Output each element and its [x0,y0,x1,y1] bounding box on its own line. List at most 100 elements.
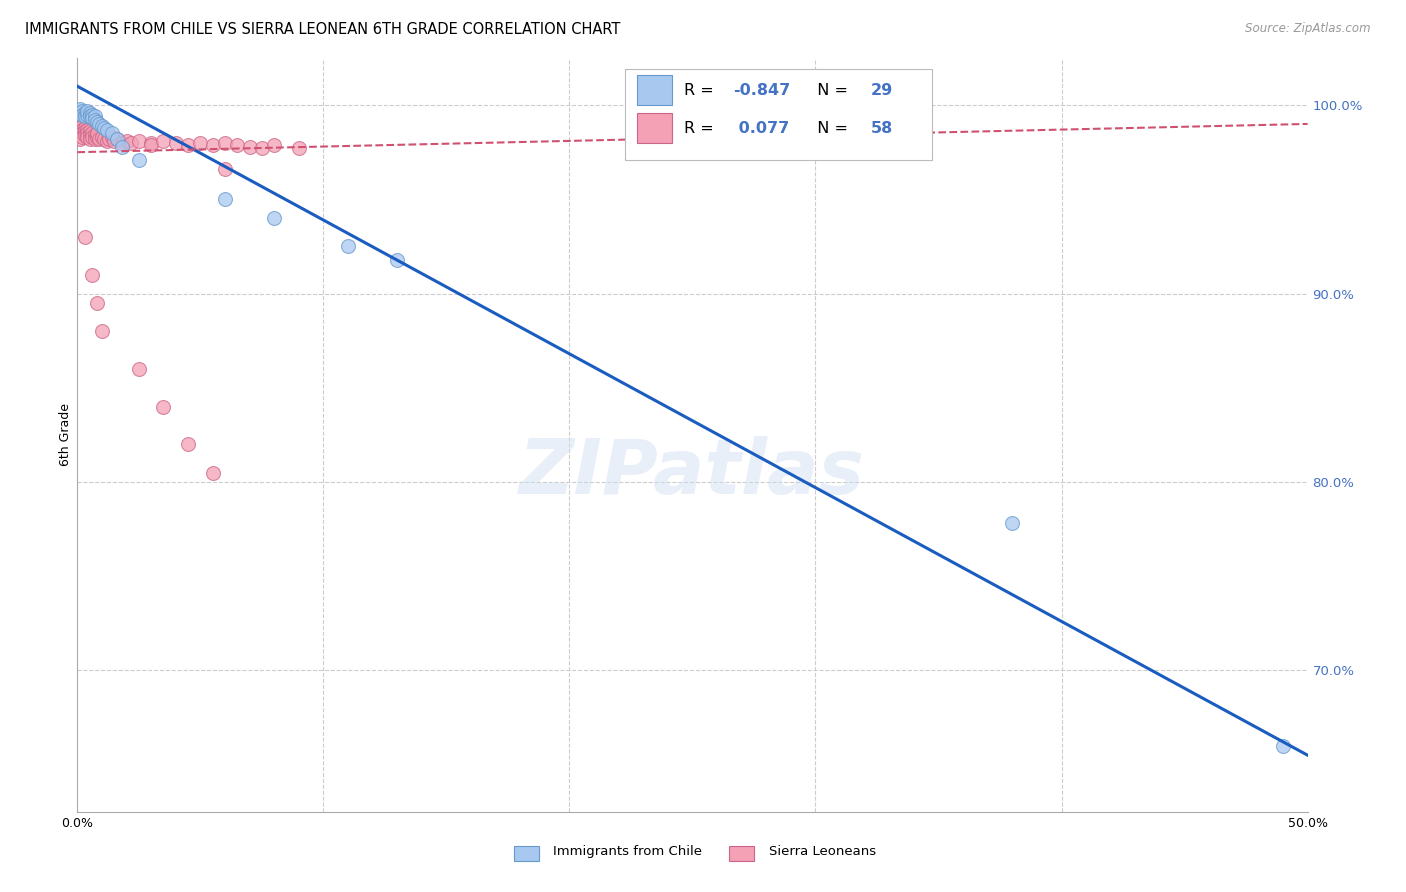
Point [152,134,174,148]
Point [263,137,285,152]
Point [82,112,104,126]
Point [82,130,104,145]
Point [86,296,108,310]
Point [105,132,128,146]
Point [1272,739,1295,753]
Point [90,324,114,338]
Text: IMMIGRANTS FROM CHILE VS SIERRA LEONEAN 6TH GRADE CORRELATION CHART: IMMIGRANTS FROM CHILE VS SIERRA LEONEAN … [25,22,620,37]
Point [201,137,224,152]
Point [263,211,285,226]
Point [70,119,93,133]
Point [141,137,163,152]
Point [226,137,249,152]
Point [70,130,93,145]
Point [69,117,91,131]
Text: 0.077: 0.077 [733,120,789,136]
Point [79,109,101,123]
Point [1001,516,1024,531]
Point [128,134,150,148]
Point [89,132,111,146]
Point [69,105,91,120]
Point [96,122,118,136]
FancyBboxPatch shape [515,847,538,861]
Point [73,105,96,120]
Point [76,130,98,145]
Point [190,136,212,150]
Point [214,162,236,177]
Point [73,230,96,244]
Point [69,102,91,116]
FancyBboxPatch shape [637,113,672,143]
Point [387,252,409,267]
Point [337,239,360,253]
Point [105,132,128,146]
Point [69,120,91,135]
Point [89,117,111,131]
Point [96,134,118,148]
Point [69,124,91,138]
Text: -0.847: -0.847 [733,83,790,98]
Point [79,124,101,138]
Point [86,126,108,140]
Point [83,113,105,128]
Point [121,136,143,150]
Point [86,130,108,145]
Point [83,109,105,123]
Point [76,126,98,140]
Point [82,126,104,140]
Point [73,128,96,143]
Point [101,126,124,140]
Text: R =: R = [683,120,718,136]
Point [165,136,187,150]
Text: Immigrants from Chile: Immigrants from Chile [554,845,703,858]
Text: 58: 58 [870,120,893,136]
Point [214,136,236,150]
Point [288,141,311,155]
Point [70,107,93,121]
Point [93,132,115,146]
Text: Source: ZipAtlas.com: Source: ZipAtlas.com [1246,22,1371,36]
Point [69,132,91,146]
Point [82,107,104,121]
Point [79,105,101,120]
Point [79,128,101,143]
Point [115,134,138,148]
FancyBboxPatch shape [637,75,672,105]
Point [177,137,200,152]
Point [70,103,93,118]
Point [76,103,98,118]
Point [90,119,114,133]
Point [128,362,150,376]
Point [76,107,98,121]
Point [73,109,96,123]
Point [214,192,236,206]
Point [111,139,132,153]
Point [83,132,105,146]
Point [239,139,262,153]
FancyBboxPatch shape [624,70,932,160]
Point [73,124,96,138]
Point [111,136,132,150]
Point [177,437,200,451]
Point [90,130,114,145]
Text: 29: 29 [870,83,893,98]
Point [70,122,93,136]
Point [250,141,273,155]
Point [73,120,96,135]
Point [128,153,150,167]
Point [98,132,121,146]
Point [82,268,104,282]
Text: R =: R = [683,83,718,98]
Point [103,134,125,148]
Point [201,466,224,480]
Point [69,128,91,143]
Point [86,115,108,129]
Text: N =: N = [807,83,853,98]
Text: N =: N = [807,120,853,136]
Y-axis label: 6th Grade: 6th Grade [59,403,72,467]
Point [152,400,174,414]
Point [93,120,115,135]
Text: ZIPatlas: ZIPatlas [519,435,866,509]
Text: Sierra Leoneans: Sierra Leoneans [769,845,876,858]
Point [83,128,105,143]
